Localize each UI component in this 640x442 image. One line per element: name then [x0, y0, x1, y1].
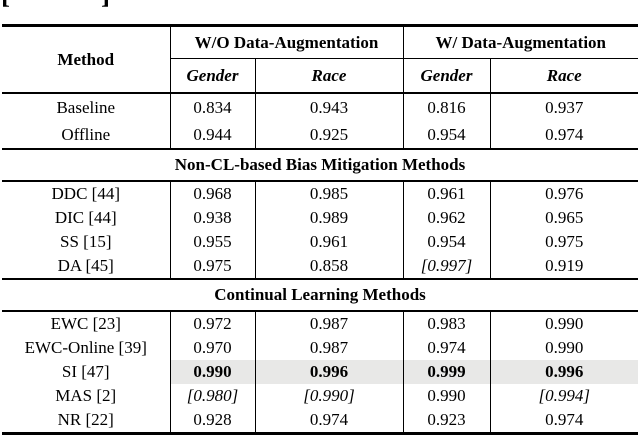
baseline-section: Baseline 0.834 0.943 0.816 0.937 Offline…	[2, 93, 639, 149]
non-cl-section: DDC [44] 0.968 0.985 0.961 0.976 DIC [44…	[2, 181, 639, 279]
method-cell: Baseline	[56, 97, 116, 117]
value-cell: 0.975	[169, 254, 255, 279]
method-cell: EWC-Online [39]	[24, 338, 147, 358]
method-cell: Offline	[61, 124, 111, 144]
section-header-cl: Continual Learning Methods	[2, 278, 639, 312]
subcol-gender-2: Gender	[402, 58, 491, 94]
value-cell: 0.954	[402, 121, 491, 149]
value-cell: 0.928	[169, 408, 255, 434]
value-cell-best: 0.996	[254, 360, 404, 384]
value-cell: 0.955	[169, 230, 255, 254]
section-title-row: Non-CL-based Bias Mitigation Methods	[2, 148, 639, 182]
section-title-row: Continual Learning Methods	[2, 278, 639, 312]
value-cell: 0.987	[254, 311, 404, 336]
cropped-text-fragment: [ ]	[0, 0, 640, 9]
value-cell-best: 0.996	[489, 360, 639, 384]
value-cell: 0.961	[254, 230, 404, 254]
value-cell: 0.987	[254, 336, 404, 360]
value-cell: 0.961	[402, 181, 491, 206]
value-cell: 0.937	[489, 93, 639, 121]
value-cell: 0.858	[254, 254, 404, 279]
value-cell: 0.974	[254, 408, 404, 434]
subcol-race-2: Race	[489, 58, 639, 94]
cl-section: EWC [23] 0.972 0.987 0.983 0.990 EWC-Onl…	[2, 311, 639, 434]
value-cell: 0.816	[402, 93, 491, 121]
value-cell: 0.919	[489, 254, 639, 279]
left-bracket-fragment: [	[1, 0, 10, 9]
value-cell: 0.965	[489, 206, 639, 230]
value-cell: 0.976	[489, 181, 639, 206]
group-header-w-augmentation: W/ Data-Augmentation	[402, 25, 639, 59]
method-cell: EWC [23]	[50, 314, 121, 334]
table-row: EWC [23] 0.972 0.987 0.983 0.990	[2, 311, 639, 336]
table-row: Baseline 0.834 0.943 0.816 0.937	[2, 93, 639, 121]
section-header-non-cl: Non-CL-based Bias Mitigation Methods	[2, 148, 639, 182]
value-cell: 0.985	[254, 181, 404, 206]
value-cell: 0.983	[402, 311, 491, 336]
method-cell: MAS [2]	[55, 386, 117, 406]
value-cell: 0.990	[489, 336, 639, 360]
value-cell: 0.972	[169, 311, 255, 336]
subcol-race-1: Race	[254, 58, 404, 94]
value-cell: 0.975	[489, 230, 639, 254]
table-row: NR [22] 0.928 0.974 0.923 0.974	[2, 408, 639, 434]
value-cell-runnerup: [0.980]	[169, 384, 255, 408]
value-cell: 0.962	[402, 206, 491, 230]
table-row: DIC [44] 0.938 0.989 0.962 0.965	[2, 206, 639, 230]
table-row: DDC [44] 0.968 0.985 0.961 0.976	[2, 181, 639, 206]
value-cell: 0.974	[489, 121, 639, 149]
value-cell: 0.970	[169, 336, 255, 360]
value-cell: 0.834	[169, 93, 255, 121]
method-cell: SS [15]	[60, 232, 112, 252]
table-row: DA [45] 0.975 0.858 [0.997] 0.919	[2, 254, 639, 279]
value-cell: 0.989	[254, 206, 404, 230]
value-cell: 0.974	[489, 408, 639, 434]
value-cell-best: 0.990	[169, 360, 255, 384]
value-cell: 0.990	[402, 384, 491, 408]
header-subcol-row: Gender Race Gender Race	[2, 58, 639, 94]
value-cell: 0.954	[402, 230, 491, 254]
value-cell: 0.925	[254, 121, 404, 149]
table-row-highlighted: SI [47] 0.990 0.996 0.999 0.996	[2, 360, 639, 384]
value-cell: 0.944	[169, 121, 255, 149]
method-cell: DDC [44]	[51, 184, 120, 204]
method-cell: NR [22]	[57, 410, 114, 430]
value-cell: 0.923	[402, 408, 491, 434]
value-cell: 0.974	[402, 336, 491, 360]
method-cell: DA [45]	[57, 256, 114, 276]
value-cell: 0.990	[489, 311, 639, 336]
section-title: Continual Learning Methods	[2, 278, 639, 312]
group-header-wo-augmentation: W/O Data-Augmentation	[169, 25, 404, 59]
table-row: EWC-Online [39] 0.970 0.987 0.974 0.990	[2, 336, 639, 360]
value-cell-best: 0.999	[402, 360, 491, 384]
value-cell: 0.968	[169, 181, 255, 206]
table-row: MAS [2] [0.980] [0.990] 0.990 [0.994]	[2, 384, 639, 408]
table-row: SS [15] 0.955 0.961 0.954 0.975	[2, 230, 639, 254]
subcol-gender-1: Gender	[169, 58, 255, 94]
results-table: Method W/O Data-Augmentation W/ Data-Aug…	[2, 24, 639, 435]
section-title: Non-CL-based Bias Mitigation Methods	[2, 148, 639, 182]
right-bracket-fragment: ]	[101, 0, 110, 9]
table-header: Method W/O Data-Augmentation W/ Data-Aug…	[2, 25, 639, 94]
value-cell-runnerup: [0.994]	[489, 384, 639, 408]
value-cell: 0.938	[169, 206, 255, 230]
method-column-header: Method	[2, 25, 170, 94]
method-cell: DIC [44]	[54, 208, 117, 228]
value-cell-runnerup: [0.997]	[402, 254, 491, 279]
value-cell: 0.943	[254, 93, 404, 121]
header-group-row: Method W/O Data-Augmentation W/ Data-Aug…	[2, 25, 639, 94]
table-row: Offline 0.944 0.925 0.954 0.974	[2, 121, 639, 149]
method-cell: SI [47]	[61, 362, 110, 382]
value-cell-runnerup: [0.990]	[254, 384, 404, 408]
